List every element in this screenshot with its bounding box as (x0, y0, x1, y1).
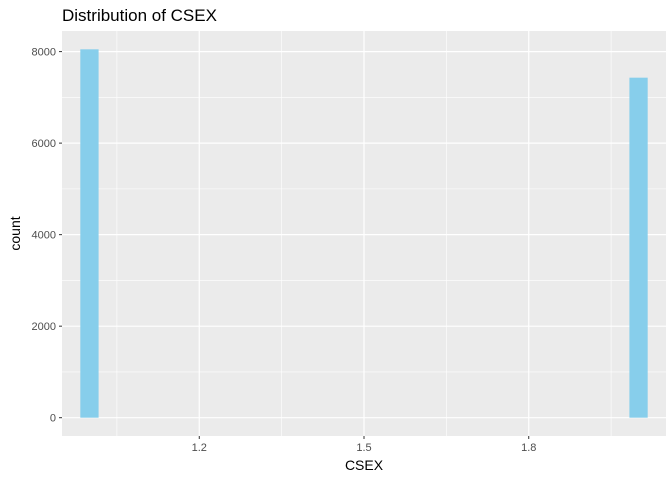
y-axis-title: count (7, 216, 23, 250)
grid-major (62, 31, 666, 436)
y-axis: 0 2000 4000 6000 8000 (32, 47, 62, 425)
y-tick-label: 2000 (32, 321, 56, 333)
chart-title: Distribution of CSEX (62, 6, 217, 25)
y-tick-label: 0 (50, 413, 56, 425)
y-tick-label: 6000 (32, 138, 56, 150)
x-tick-label: 1.2 (192, 442, 207, 454)
y-tick-label: 4000 (32, 230, 56, 242)
bars (80, 49, 648, 418)
histogram-bar (629, 77, 648, 418)
x-axis-title: CSEX (345, 457, 384, 473)
x-tick-label: 1.5 (356, 442, 371, 454)
histogram-bar (80, 49, 99, 418)
y-tick-label: 8000 (32, 47, 56, 59)
x-tick-label: 1.8 (521, 442, 536, 454)
x-axis: 1.2 1.5 1.8 (192, 436, 536, 454)
